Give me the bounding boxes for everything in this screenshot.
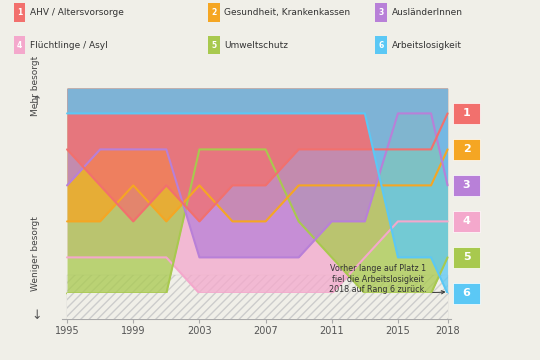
Text: Gesundheit, Krankenkassen: Gesundheit, Krankenkassen	[224, 8, 350, 17]
FancyBboxPatch shape	[454, 139, 480, 160]
Text: 5: 5	[211, 40, 217, 49]
Text: 5: 5	[463, 252, 470, 262]
Text: 2: 2	[211, 8, 217, 17]
FancyBboxPatch shape	[454, 103, 480, 124]
Text: Weniger besorgt: Weniger besorgt	[31, 216, 40, 291]
Text: ↑: ↑	[31, 95, 42, 108]
Text: AHV / Altersvorsorge: AHV / Altersvorsorge	[30, 8, 124, 17]
Text: 3: 3	[379, 8, 384, 17]
Text: 6: 6	[463, 288, 470, 298]
FancyBboxPatch shape	[454, 211, 480, 232]
Text: ↓: ↓	[31, 309, 42, 323]
FancyBboxPatch shape	[454, 283, 480, 304]
Text: 2: 2	[463, 144, 470, 154]
Text: Vorher lange auf Platz 1
fiel die Arbeitslosigkeit
2018 auf Rang 6 zurück.: Vorher lange auf Platz 1 fiel die Arbeit…	[329, 264, 444, 294]
Text: Umweltschutz: Umweltschutz	[224, 40, 288, 49]
Text: 1: 1	[17, 8, 22, 17]
FancyBboxPatch shape	[454, 247, 480, 268]
Text: 4: 4	[463, 216, 470, 226]
Text: 3: 3	[463, 180, 470, 190]
Text: Arbeitslosigkeit: Arbeitslosigkeit	[392, 40, 462, 49]
Text: Flüchtlinge / Asyl: Flüchtlinge / Asyl	[30, 40, 107, 49]
FancyBboxPatch shape	[454, 175, 480, 196]
Text: 6: 6	[379, 40, 384, 49]
Text: Mehr besorgt: Mehr besorgt	[31, 55, 40, 116]
Text: AusländerInnen: AusländerInnen	[392, 8, 462, 17]
Text: 1: 1	[463, 108, 470, 118]
Text: 4: 4	[17, 40, 22, 49]
